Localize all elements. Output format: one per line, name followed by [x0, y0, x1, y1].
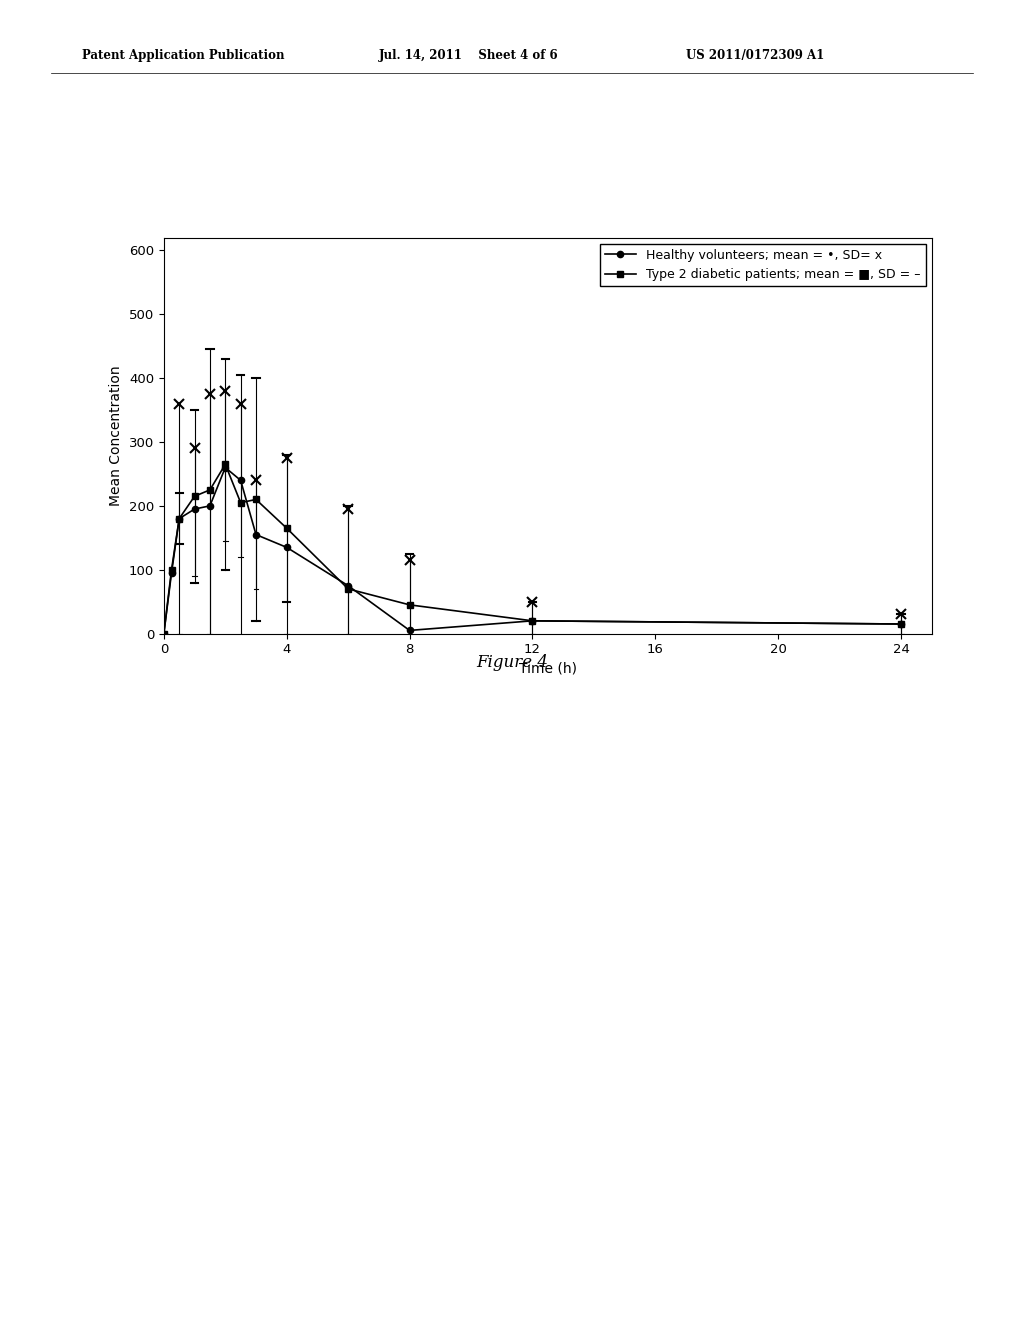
- Text: Patent Application Publication: Patent Application Publication: [82, 49, 285, 62]
- Text: US 2011/0172309 A1: US 2011/0172309 A1: [686, 49, 824, 62]
- Text: Figure 4: Figure 4: [476, 653, 548, 671]
- Legend: Healthy volunteers; mean = •, SD= x, Type 2 diabetic patients; mean = ■, SD = –: Healthy volunteers; mean = •, SD= x, Typ…: [600, 244, 926, 286]
- X-axis label: Time (h): Time (h): [519, 661, 577, 676]
- Y-axis label: Mean Concentration: Mean Concentration: [110, 366, 123, 506]
- Text: Jul. 14, 2011    Sheet 4 of 6: Jul. 14, 2011 Sheet 4 of 6: [379, 49, 558, 62]
